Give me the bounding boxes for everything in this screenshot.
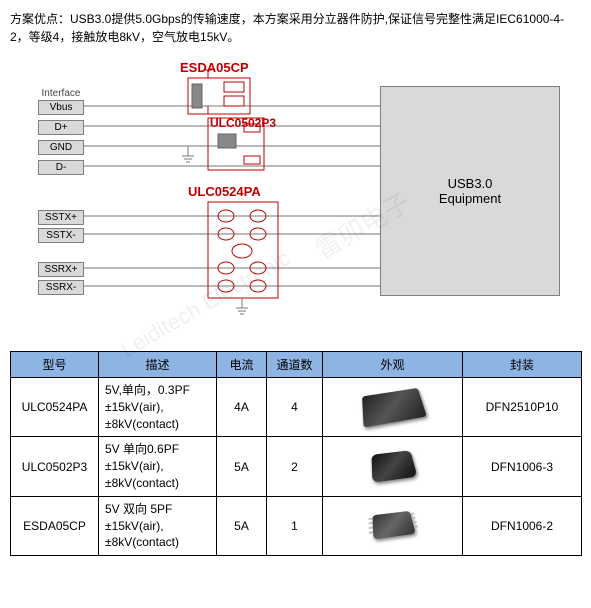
equipment-box: USB3.0 Equipment: [380, 86, 560, 296]
cell-channels: 2: [267, 437, 323, 496]
cell-appearance: [323, 378, 463, 437]
cell-package: DFN1006-3: [463, 437, 582, 496]
chip-icon: [362, 388, 427, 428]
pin-sstxp: SSTX+: [38, 210, 84, 225]
pin-gnd: GND: [38, 140, 84, 155]
description-text: 方案优点：USB3.0提供5.0Gbps的传输速度，本方案采用分立器件防护,保证…: [10, 10, 581, 46]
th-channels: 通道数: [267, 352, 323, 378]
pin-ssrxm: SSRX-: [38, 280, 84, 295]
cell-current: 4A: [217, 378, 267, 437]
pin-sstxm: SSTX-: [38, 228, 84, 243]
cell-channels: 1: [267, 496, 323, 555]
chip-icon: [372, 511, 415, 540]
table-header-row: 型号 描述 电流 通道数 外观 封装: [11, 352, 582, 378]
th-appearance: 外观: [323, 352, 463, 378]
th-model: 型号: [11, 352, 99, 378]
pin-dplus: D+: [38, 120, 84, 135]
cell-current: 5A: [217, 437, 267, 496]
cell-model: ESDA05CP: [11, 496, 99, 555]
label-esda05cp: ESDA05CP: [180, 60, 249, 75]
pin-vbus: Vbus: [38, 100, 84, 115]
th-package: 封装: [463, 352, 582, 378]
cell-appearance: [323, 496, 463, 555]
cell-package: DFN2510P10: [463, 378, 582, 437]
th-current: 电流: [217, 352, 267, 378]
table-row: ESDA05CP5V 双向 5PF±15kV(air),±8kV(contact…: [11, 496, 582, 555]
table-row: ULC0502P35V 单向0.6PF±15kV(air),±8kV(conta…: [11, 437, 582, 496]
label-ulc0524pa: ULC0524PA: [188, 184, 261, 199]
pin-dminus: D-: [38, 160, 84, 175]
cell-desc: 5V,单向，0.3PF±15kV(air),±8kV(contact): [99, 378, 217, 437]
cell-model: ULC0524PA: [11, 378, 99, 437]
cell-desc: 5V 单向0.6PF±15kV(air),±8kV(contact): [99, 437, 217, 496]
circuit-diagram: Interface Vbus D+ GND D- SSTX+ SSTX- SSR…: [10, 56, 581, 351]
cell-model: ULC0502P3: [11, 437, 99, 496]
pin-ssrxp: SSRX+: [38, 262, 84, 277]
equipment-line1: USB3.0: [448, 176, 493, 191]
th-desc: 描述: [99, 352, 217, 378]
spec-table: 型号 描述 电流 通道数 外观 封装 ULC0524PA5V,单向，0.3PF±…: [10, 351, 582, 556]
equipment-line2: Equipment: [439, 191, 501, 206]
interface-header: Interface: [38, 88, 84, 99]
cell-current: 5A: [217, 496, 267, 555]
cell-channels: 4: [267, 378, 323, 437]
chip-icon: [371, 450, 417, 483]
label-ulc0502p3: ULC0502P3: [210, 116, 276, 130]
cell-package: DFN1006-2: [463, 496, 582, 555]
cell-desc: 5V 双向 5PF±15kV(air),±8kV(contact): [99, 496, 217, 555]
cell-appearance: [323, 437, 463, 496]
table-row: ULC0524PA5V,单向，0.3PF±15kV(air),±8kV(cont…: [11, 378, 582, 437]
